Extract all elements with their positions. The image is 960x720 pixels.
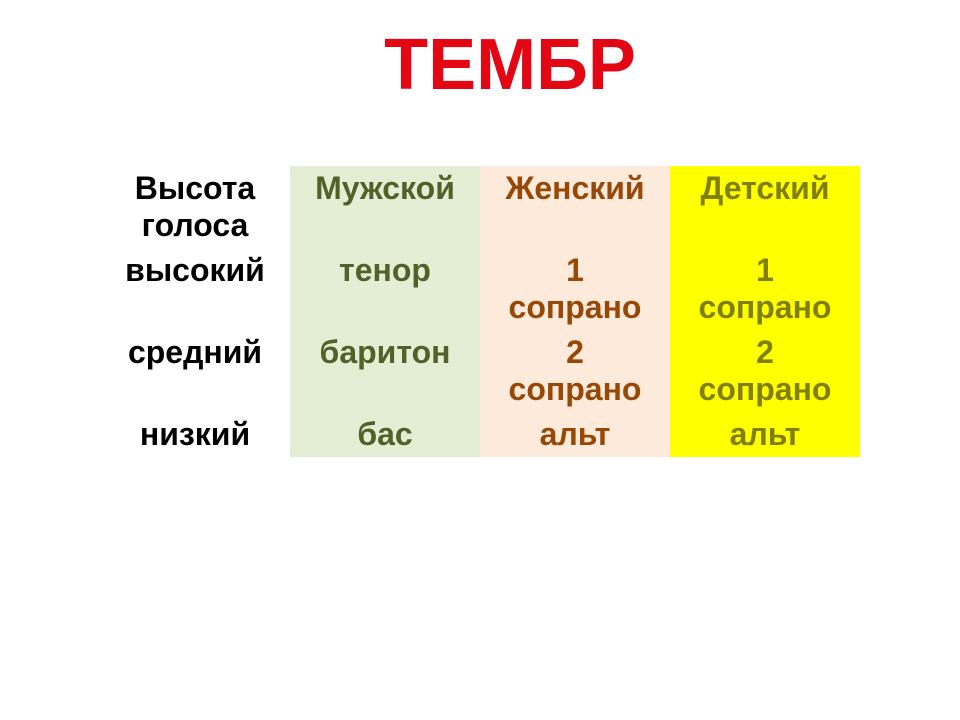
timbre-table: Высота голоса Мужской Женский Детский вы… [100,166,860,457]
cell: альт [670,412,860,457]
col-header-text: Женский [505,170,644,206]
cell-text: сопрано [509,371,642,407]
cell-text: бас [357,416,412,452]
cell: 1 сопрано [670,248,860,330]
row-label: высокий [100,248,290,330]
cell-text: 2 [756,334,774,370]
cell-text: баритон [320,334,451,370]
col-header-female: Женский [480,166,670,248]
cell: тенор [290,248,480,330]
col-header-text: Детский [701,170,830,206]
cell-text: сопрано [699,371,832,407]
col-header-text: голоса [142,207,249,243]
cell: альт [480,412,670,457]
table-row: высокий тенор 1 сопрано 1 сопрано [100,248,860,330]
col-header-text: Высота [135,170,255,206]
cell: 2 сопрано [670,330,860,412]
cell-text: альт [540,416,611,452]
col-header-child: Детский [670,166,860,248]
cell: 1 сопрано [480,248,670,330]
cell-text: тенор [339,252,431,288]
cell-text: 1 [756,252,774,288]
col-header-text: Мужской [315,170,455,206]
cell-text: 2 [566,334,584,370]
col-header-male: Мужской [290,166,480,248]
cell-text: альт [730,416,801,452]
cell: 2 сопрано [480,330,670,412]
cell-text: сопрано [699,289,832,325]
table-row: средний баритон 2 сопрано 2 сопрано [100,330,860,412]
table-row: низкий бас альт альт [100,412,860,457]
cell: баритон [290,330,480,412]
cell: бас [290,412,480,457]
page-title: ТЕМБР [0,24,960,106]
cell-text: 1 [566,252,584,288]
table-header-row: Высота голоса Мужской Женский Детский [100,166,860,248]
row-label: средний [100,330,290,412]
cell-text: сопрано [509,289,642,325]
col-header-pitch: Высота голоса [100,166,290,248]
row-label: низкий [100,412,290,457]
